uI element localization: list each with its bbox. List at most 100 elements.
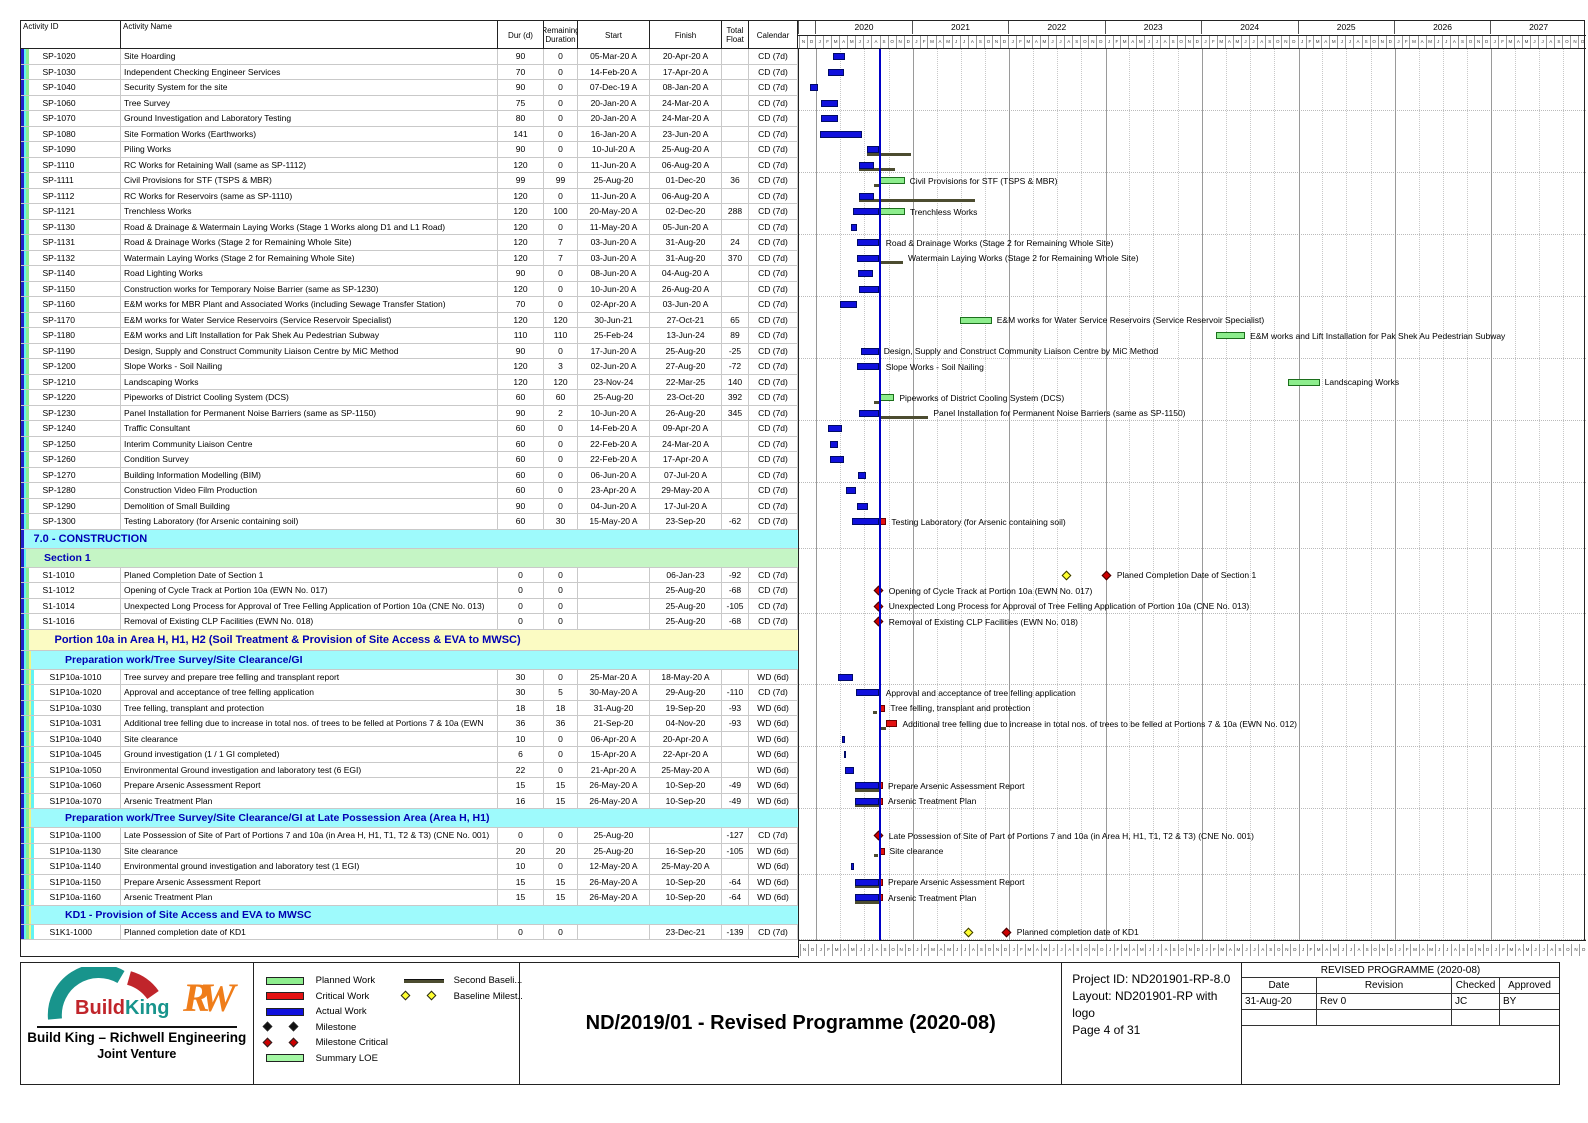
cell-total-float <box>722 266 749 282</box>
baseline-bar <box>873 711 878 714</box>
gantt-row <box>799 483 1586 499</box>
cell-finish: 24-Mar-20 A <box>650 95 722 111</box>
table-row: SP-1131 Road & Drainage Works (Stage 2 fo… <box>21 235 798 251</box>
quarter-gridline <box>1466 49 1468 958</box>
actual-work-bar <box>821 99 839 107</box>
cell-total-float <box>722 859 749 875</box>
timeline-month: F <box>1209 36 1217 48</box>
cell-finish: 08-Jan-20 A <box>650 80 722 96</box>
gantt-row: Panel Installation for Permanent Noise B… <box>799 406 1586 421</box>
table-row: S1P10a-1020 Approval and acceptance of tr… <box>21 685 798 701</box>
cell-start: 30-May-20 A <box>578 685 650 701</box>
actual-work-bar <box>857 471 866 479</box>
cell-total-float: -49 <box>722 778 749 794</box>
cell-start: 25-Feb-24 <box>578 328 650 344</box>
gantt-band-row <box>799 809 1586 828</box>
legend-item-label: Critical Work <box>315 990 370 1002</box>
actual-work-bar <box>820 130 863 138</box>
cell-finish: 25-May-20 A <box>650 762 722 778</box>
group-stripe <box>31 890 34 905</box>
group-stripe <box>23 700 26 715</box>
cell-activity-name: Tree Survey <box>121 95 498 111</box>
gantt-bar-label: E&M works for Water Service Reservoirs (… <box>996 315 1265 325</box>
cell-total-float: -105 <box>722 843 749 859</box>
group-stripe <box>21 747 24 762</box>
group-stripe <box>21 142 24 157</box>
group-stripe <box>26 173 29 188</box>
legend-item-label: Milestone Critical <box>315 1037 388 1049</box>
group-stripe <box>26 250 29 265</box>
group-stripe <box>21 173 24 188</box>
cell-start: 14-Feb-20 A <box>578 64 650 80</box>
group-stripe <box>23 467 26 482</box>
table-row: SP-1090 Piling Works 90 0 10-Jul-20 A 25-Aug-… <box>21 142 798 158</box>
cell-calendar: CD (7d) <box>749 452 798 468</box>
cell-calendar: WD (6d) <box>749 762 798 778</box>
data-date-line <box>878 49 881 958</box>
cell-total-float <box>722 483 749 499</box>
cell-start: 12-May-20 A <box>578 859 650 875</box>
group-stripe <box>26 905 29 924</box>
cell-calendar: WD (6d) <box>749 700 798 716</box>
cell-remaining: 0 <box>544 747 578 763</box>
baseline-bar <box>854 788 879 792</box>
actual-work-bar <box>866 146 879 153</box>
group-stripe <box>26 890 29 905</box>
cell-activity-name: RC Works for Reservoirs (same as SP-1110… <box>121 188 498 204</box>
group-stripe <box>23 204 26 219</box>
table-row: SP-1300 Testing Laboratory (for Arsenic c… <box>21 514 798 530</box>
brand-build: Build <box>75 997 126 1019</box>
actual-work-bar <box>851 863 855 870</box>
group-stripe <box>28 859 31 874</box>
cell-start: 16-Jan-20 A <box>578 126 650 142</box>
timeline-years: 2020 2021 2022 2023 2024 2025 2026 2027 <box>798 21 1586 36</box>
cell-activity-name: Interim Community Liaison Centre <box>121 436 498 452</box>
timeline-month: A <box>872 944 880 956</box>
cell-finish: 29-May-20 A <box>650 483 722 499</box>
timeline-month: J <box>1337 36 1345 48</box>
cell-remaining: 0 <box>544 467 578 483</box>
group-stripe <box>26 297 29 312</box>
cell-activity-id: S1P10a-1160 <box>34 890 121 906</box>
cell-total-float: 370 <box>722 250 749 266</box>
timeline-month: M <box>1233 944 1242 956</box>
gantt-band-row <box>799 549 1586 568</box>
cell-activity-id: S1P10a-1040 <box>34 731 121 747</box>
cell-finish: 17-Apr-20 A <box>650 452 722 468</box>
group-stripe <box>23 828 26 843</box>
timeline-month: J <box>1009 944 1017 956</box>
group-stripe <box>23 548 26 567</box>
cell-activity-name: E&M works and Lift Installation for Pak … <box>121 328 498 344</box>
timeline-month: D <box>1096 36 1104 48</box>
cell-remaining: 0 <box>544 157 578 173</box>
timeline-month: J <box>912 944 921 956</box>
gantt-row: Landscaping Works <box>799 375 1586 391</box>
timeline-month: F <box>920 944 928 956</box>
legend-item: Planned Work <box>264 973 520 989</box>
cell-start: 06-Apr-20 A <box>578 731 650 747</box>
cell-finish: 31-Aug-20 <box>650 235 722 251</box>
cell-activity-name: Slope Works - Soil Nailing <box>121 359 498 375</box>
gantt-bar-label: Trenchless Works <box>909 206 978 217</box>
group-stripe <box>26 629 29 650</box>
timeline-month: J <box>1153 944 1161 956</box>
planned-work-bar <box>878 208 905 215</box>
cell-total-float: -64 <box>722 874 749 890</box>
cell-activity-id: S1P10a-1100 <box>34 828 121 844</box>
timeline-month: J <box>1008 36 1016 48</box>
cell-activity-name: Building Information Modelling (BIM) <box>121 467 498 483</box>
year-gridline <box>1105 49 1107 958</box>
cell-total-float: 24 <box>722 235 749 251</box>
cell-calendar: WD (6d) <box>749 843 798 859</box>
group-stripe <box>23 312 26 327</box>
legend-item-label: Second Baseli... <box>453 975 523 987</box>
timeline-month: O <box>1176 36 1185 48</box>
group-stripe <box>23 328 26 343</box>
cell-total-float <box>722 49 749 65</box>
group-stripe <box>26 49 29 64</box>
group-stripe <box>21 235 24 250</box>
table-row: SP-1060 Tree Survey 75 0 20-Jan-20 A 24-Mar-2… <box>21 95 798 111</box>
cell-duration: 90 <box>498 405 544 421</box>
table-row: S1P10a-1045 Ground investigation (1 / 1 G… <box>21 747 798 763</box>
